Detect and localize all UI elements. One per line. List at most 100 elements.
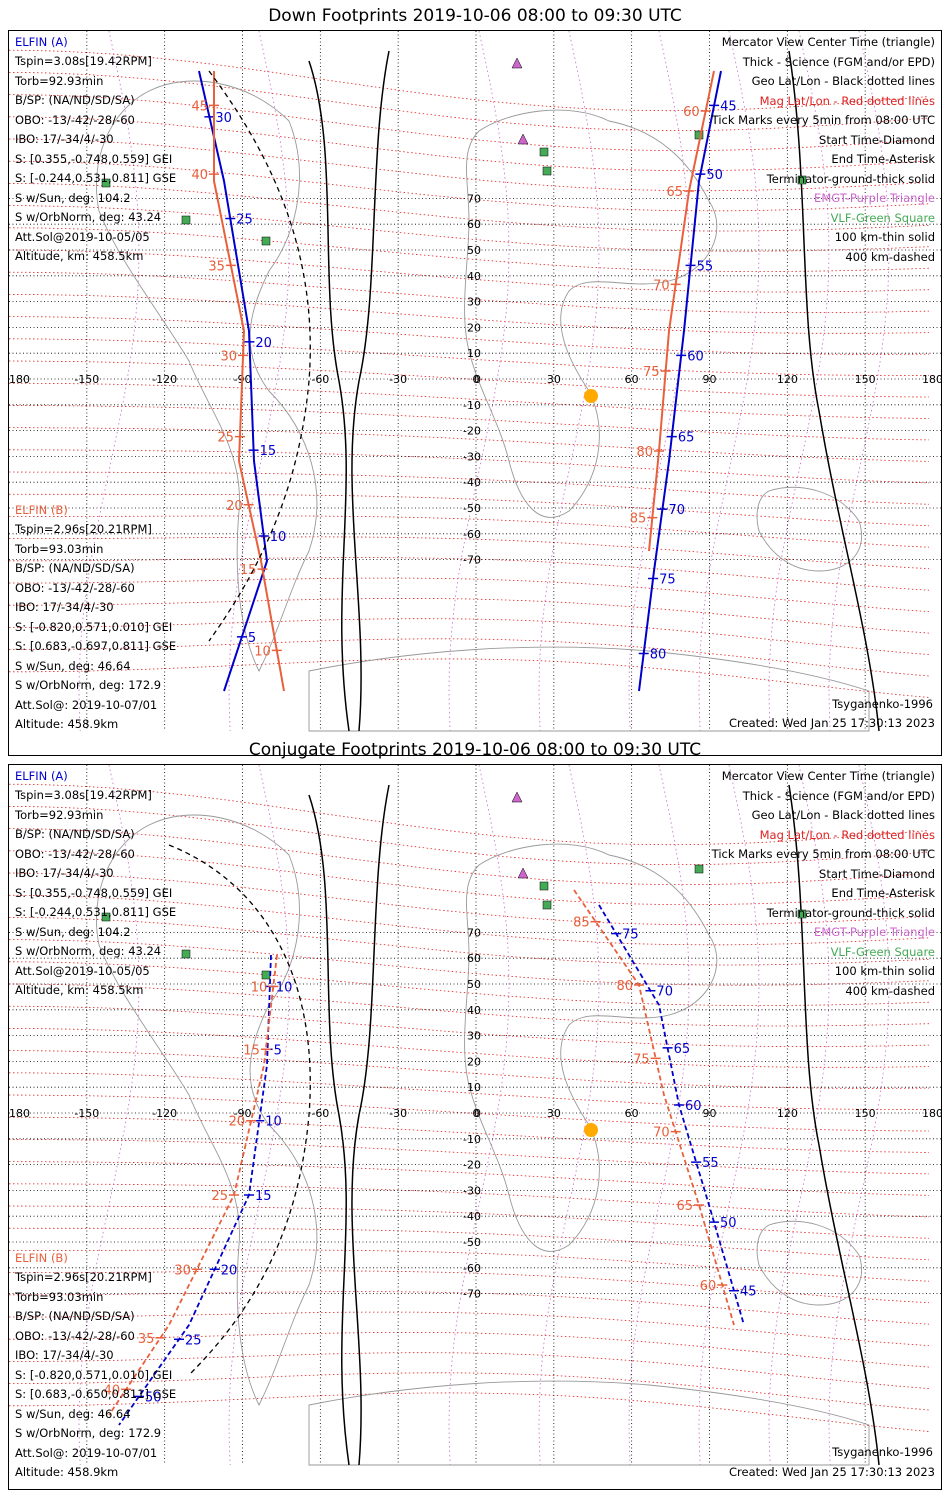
lat-tick-label: 70	[467, 926, 481, 939]
continent-outline	[308, 1380, 870, 1466]
info-line: Att.Sol@2019-10-05/05	[15, 229, 150, 244]
track-tick-label: 50	[706, 168, 723, 183]
track-tick-label: 10	[276, 980, 293, 995]
track-tick-label: 60	[700, 1279, 717, 1294]
mag-lat-line	[9, 1139, 930, 1175]
mag-lon-line	[698, 765, 760, 1466]
info-line: OBO: -13/-42/-28/-60	[15, 846, 135, 861]
track-tick-label: 25	[236, 213, 253, 228]
info-line: Tspin=2.96s[20.21RPM]	[15, 1270, 152, 1284]
continent-outline	[756, 486, 863, 572]
mag-lat-line	[9, 160, 930, 212]
mag-lat-line	[9, 294, 930, 334]
vlf-square	[797, 909, 807, 919]
info-line: S w/Sun, deg: 46.64	[15, 1406, 131, 1421]
track-tick-label: 75	[622, 928, 639, 943]
continent-outline	[96, 814, 318, 1407]
legend-item: Mag Lat/Lon - Red dotted lines	[759, 93, 935, 108]
elfin-b-track	[213, 71, 285, 692]
info-line: IBO: 17/-34/4/-30	[15, 1348, 114, 1362]
track-tick-label: 20	[226, 499, 243, 514]
info-line: S: [0.355,-0.748,0.559] GEI	[15, 885, 173, 900]
track-tick-label: 15	[243, 1043, 260, 1058]
track-tick-label: 40	[191, 168, 208, 183]
vlf-square	[261, 236, 271, 246]
info-line: B/SP: (NA/ND/SD/SA)	[15, 561, 135, 575]
mag-lat-line	[9, 1392, 930, 1432]
lon-tick-label: 90	[703, 373, 717, 386]
track-tick-label: 20	[229, 1115, 246, 1130]
elfin-b-info: Tspin=2.96s[20.21RPM] Torb=93.03min B/SP: …	[15, 520, 176, 735]
lon-tick-label: 90	[703, 1107, 717, 1120]
lat-tick-label: -60	[463, 1262, 481, 1275]
mag-lat-line	[9, 1072, 930, 1111]
mag-lat-line	[9, 405, 930, 441]
mag-lat-line	[9, 597, 930, 634]
mag-lat-line	[9, 1372, 930, 1411]
vlf-square	[542, 900, 552, 910]
model-label: Tsyganenko-1996	[832, 1445, 933, 1459]
emgt-triangle	[511, 791, 523, 803]
mag-lat-line	[9, 658, 930, 698]
mag-lat-line	[9, 1094, 930, 1132]
legend-item: EMGT-Purple Triangle	[814, 925, 935, 939]
track-tick-label: 35	[208, 259, 225, 274]
info-line: S w/OrbNorm, deg: 172.9	[15, 1426, 162, 1440]
mag-lat-line	[9, 138, 930, 192]
lon-tick-label: -90	[234, 1107, 252, 1120]
mag-lat-line	[9, 515, 930, 548]
legend-item: Mag Lat/Lon - Red dotted lines	[759, 827, 935, 842]
mag-lon-line	[228, 765, 290, 1466]
continent-outline	[96, 80, 318, 673]
legend-item: Mercator View Center Time (triangle)	[721, 35, 935, 49]
legend-item: VLF-Green Square	[830, 944, 935, 959]
legend-item: Thick - Science (FGM and/or EPD)	[742, 54, 935, 69]
lat-tick-label: -70	[463, 1288, 481, 1301]
lon-tick-label: -150	[74, 373, 99, 386]
legend-item: Geo Lat/Lon - Black dotted lines	[751, 808, 935, 822]
map-legend: Mercator View Center Time (triangle) Thic…	[712, 767, 935, 1001]
track-tick-label: 35	[138, 1332, 155, 1347]
track-tick-label: 45	[191, 99, 208, 114]
info-line: S: [0.683,-0.697,0.811] GSE	[15, 639, 177, 653]
info-line: S: [0.355,-0.748,0.559] GEI	[15, 151, 173, 166]
info-line: IBO: 17/-34/4/-30	[15, 600, 114, 614]
mag-lat-line	[9, 249, 930, 293]
lon-tick-label: -60	[311, 373, 329, 386]
sun-icon	[584, 1123, 598, 1137]
mag-lon-line	[538, 31, 600, 732]
lon-tick-label: 30	[547, 373, 561, 386]
mag-lat-line	[9, 961, 930, 1006]
track-tick-label: 60	[685, 1099, 702, 1114]
lon-tick-label: -30	[389, 1107, 407, 1120]
model-label: Tsyganenko-1996	[832, 697, 933, 711]
map-legend: Mercator View Center Time (triangle) Thic…	[712, 33, 935, 267]
info-line: Torb=92.93min	[15, 807, 104, 822]
mag-lat-line	[9, 338, 930, 377]
lon-tick-label: 150	[855, 373, 876, 386]
mag-lon-line	[228, 31, 290, 732]
info-line: S: [-0.820,0.571,0.010] GEI	[15, 619, 173, 634]
mag-lat-line	[9, 382, 930, 419]
continent-outline	[756, 1220, 863, 1306]
track-tick-label: 10	[251, 980, 268, 995]
lat-tick-label: -30	[463, 450, 481, 463]
track-tick-label: 50	[720, 1216, 737, 1231]
info-line: S w/OrbNorm, deg: 43.24	[15, 210, 162, 224]
info-line: Att.Sol@2019-10-05/05	[15, 963, 150, 978]
track-tick-label: 10	[265, 1115, 282, 1130]
mag-lat-line	[9, 493, 930, 527]
info-line: IBO: 17/-34/4/-30	[15, 132, 114, 146]
info-line: B/SP: (NA/ND/SD/SA)	[15, 827, 135, 841]
mag-lon-line	[768, 765, 830, 1466]
legend-item: Thick - Science (FGM and/or EPD)	[742, 788, 935, 803]
info-line: OBO: -13/-42/-28/-60	[15, 112, 135, 127]
lat-tick-label: -10	[463, 1133, 481, 1146]
vlf-square	[542, 166, 552, 176]
track-tick-label: 80	[650, 648, 667, 663]
lat-tick-label: 30	[467, 1030, 481, 1043]
mag-lat-line	[9, 1352, 930, 1389]
lon-tick-label: 120	[777, 373, 798, 386]
lat-tick-label: -40	[463, 1210, 481, 1223]
mag-lat-line	[9, 227, 930, 272]
